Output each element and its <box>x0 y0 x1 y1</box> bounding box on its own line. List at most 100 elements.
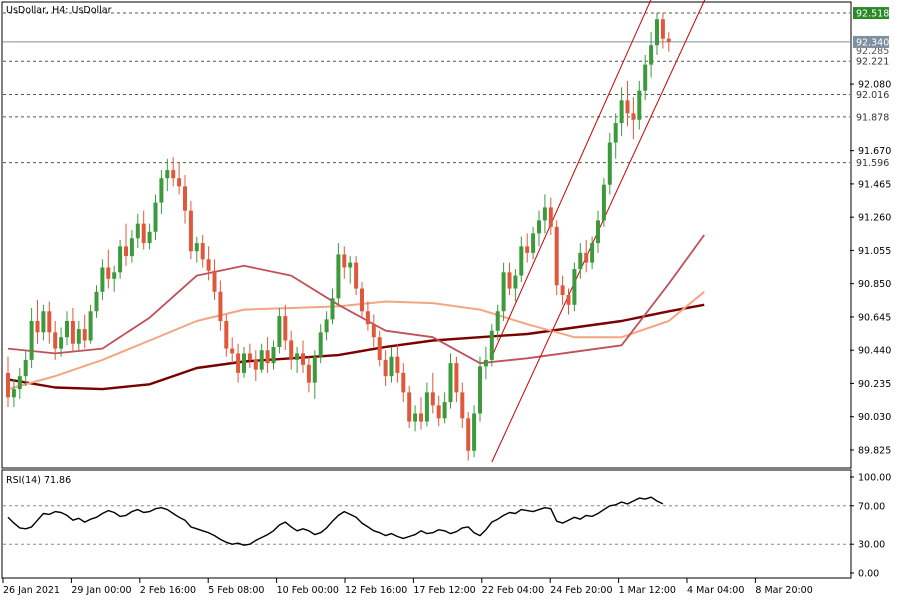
candle <box>301 340 305 373</box>
x-tick-label: 17 Feb 12:00 <box>413 585 475 596</box>
candle-body <box>124 246 128 257</box>
candle-body <box>407 392 412 422</box>
candle-body <box>666 38 671 42</box>
candle <box>513 269 518 302</box>
candle <box>212 259 217 300</box>
candle <box>537 210 541 247</box>
candle-body <box>643 64 648 91</box>
candle-body <box>501 272 506 312</box>
candle <box>531 226 536 260</box>
candle <box>124 223 128 266</box>
candle <box>165 158 170 192</box>
candle-body <box>637 90 642 120</box>
current-price-tag-bg <box>853 35 889 48</box>
candle <box>312 350 317 399</box>
candle-body <box>194 243 199 252</box>
candle-body <box>188 210 193 252</box>
candle <box>348 256 353 284</box>
candle <box>401 363 406 403</box>
price-tag: 92.016 <box>856 90 889 101</box>
candle <box>525 233 530 263</box>
candle <box>147 223 152 250</box>
candle <box>548 197 553 235</box>
candle-body <box>35 320 40 333</box>
candle-body <box>495 311 500 331</box>
candle-body <box>283 316 288 341</box>
candle-body <box>312 356 317 383</box>
candle-body <box>590 243 595 263</box>
candle-body <box>478 366 482 414</box>
candle <box>442 392 447 424</box>
x-tick-label: 26 Jan 2021 <box>3 585 60 596</box>
candle-body <box>94 291 99 312</box>
x-tick-label: 1 Mar 12:00 <box>619 585 676 596</box>
candle <box>41 304 46 341</box>
candle-body <box>147 231 152 244</box>
y-tick-label: 90.645 <box>858 312 891 323</box>
candle-body <box>76 329 81 344</box>
candle-body <box>371 324 376 338</box>
candle <box>478 356 482 422</box>
price-tag-bg <box>853 7 889 20</box>
candle <box>324 311 329 341</box>
candle <box>6 356 10 407</box>
candle <box>342 246 347 279</box>
rsi-line <box>7 496 664 546</box>
candle <box>419 397 423 430</box>
candle <box>206 246 211 281</box>
candle-body <box>82 329 87 341</box>
candle <box>495 304 500 341</box>
candle-body <box>365 311 370 325</box>
candle-body <box>100 267 105 292</box>
candle <box>584 239 589 273</box>
y-tick-label: 91.670 <box>858 146 891 157</box>
candle-body <box>531 233 536 253</box>
candle <box>23 350 28 386</box>
candle-body <box>247 353 252 360</box>
candle-body <box>601 184 606 221</box>
candle <box>413 405 418 432</box>
candle <box>655 12 659 55</box>
candle <box>82 314 87 349</box>
candle <box>637 80 642 130</box>
candle-body <box>625 100 630 114</box>
candle-body <box>324 319 329 333</box>
candle-body <box>6 372 10 398</box>
price-tag-bg <box>853 88 889 101</box>
candle-body <box>47 311 52 333</box>
candle-body <box>70 320 75 344</box>
candle-body <box>53 332 58 349</box>
candle-body <box>306 364 311 383</box>
candle-body <box>413 413 418 422</box>
candle-body <box>442 402 447 419</box>
grid-layer <box>3 12 850 545</box>
candle <box>371 314 376 347</box>
candle-body <box>377 337 382 360</box>
candle-body <box>519 246 524 276</box>
candle-body <box>342 254 347 268</box>
candle <box>295 346 300 373</box>
candle <box>649 32 654 78</box>
candle-body <box>513 275 518 289</box>
y-tick-label: 91.260 <box>858 213 891 224</box>
candle-body <box>489 330 494 360</box>
candle-body <box>649 45 654 65</box>
candle <box>596 210 600 253</box>
candle-body <box>348 262 353 268</box>
y-tick-label: 91.055 <box>858 246 891 257</box>
candle-body <box>224 320 229 349</box>
candle <box>336 243 341 305</box>
price-tag: 91.596 <box>856 158 889 169</box>
candle <box>619 87 624 137</box>
price-tags: 92.518 92.221 92.016 91.878 91.596 92.28592.3… <box>853 7 889 169</box>
candle <box>560 275 565 305</box>
x-tick-label: 4 Mar 04:00 <box>687 585 744 596</box>
moving-average-line <box>7 303 705 391</box>
candle-body <box>466 418 471 451</box>
candle <box>141 210 146 250</box>
candle-body <box>607 142 612 185</box>
candle-body <box>165 170 170 179</box>
candle <box>177 161 182 195</box>
candle-body <box>177 178 182 187</box>
